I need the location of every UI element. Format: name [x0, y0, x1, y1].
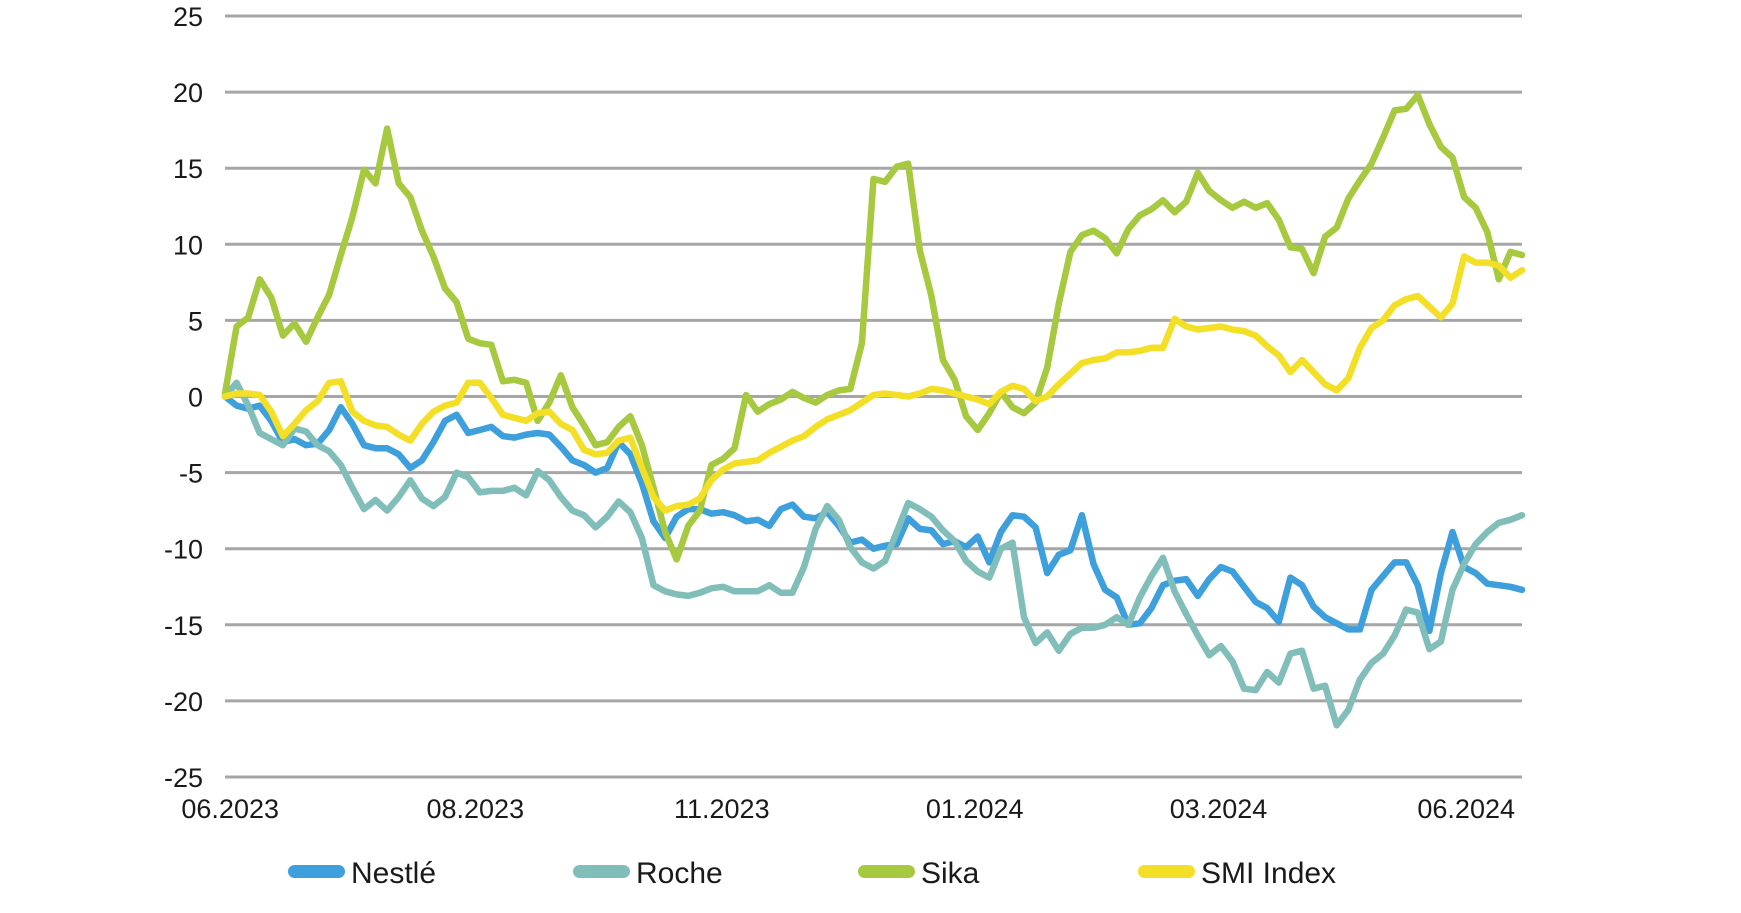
x-tick-label: 06.2023 — [181, 794, 279, 824]
legend-swatch-smi-index — [1138, 865, 1195, 878]
y-tick-label: 25 — [173, 2, 203, 32]
y-tick-label: -25 — [164, 763, 203, 793]
legend-swatch-nestle — [288, 865, 345, 878]
y-tick-label: -10 — [164, 535, 203, 565]
series-line-nestlé — [221, 393, 1526, 635]
x-tick-label: 11.2023 — [674, 794, 770, 824]
y-tick-label: -20 — [164, 687, 203, 717]
chart-legend: Nestlé Roche Sika SMI Index — [288, 857, 1336, 890]
legend-label-smi-index: SMI Index — [1201, 857, 1336, 890]
y-tick-label: 10 — [173, 230, 203, 260]
series-lines — [221, 91, 1526, 729]
legend-label-sika: Sika — [921, 857, 980, 890]
y-tick-label: -15 — [164, 611, 203, 641]
x-tick-label: 08.2023 — [426, 794, 524, 824]
series-line-sika — [221, 91, 1526, 563]
y-tick-label: -5 — [179, 459, 203, 489]
x-tick-label: 06.2024 — [1417, 794, 1515, 824]
legend-swatch-sika — [858, 865, 915, 878]
series-line-roche — [221, 379, 1526, 729]
series-line-smi-index — [221, 253, 1526, 514]
y-tick-label: 20 — [173, 78, 203, 108]
legend-label-nestle: Nestlé — [351, 857, 436, 890]
x-axis-labels: 06.2023 08.2023 11.2023 01.2024 03.2024 06.20… — [181, 794, 1515, 824]
y-tick-label: 0 — [188, 383, 203, 413]
y-axis-labels: 25 20 15 10 5 0 -5 -10 -15 -20 -25 — [164, 2, 203, 793]
y-tick-label: 15 — [173, 154, 203, 184]
y-tick-label: 5 — [188, 306, 203, 336]
legend-label-roche: Roche — [636, 857, 723, 890]
legend-swatch-roche — [573, 865, 630, 878]
x-tick-label: 03.2024 — [1170, 794, 1268, 824]
x-tick-label: 01.2024 — [926, 794, 1024, 824]
